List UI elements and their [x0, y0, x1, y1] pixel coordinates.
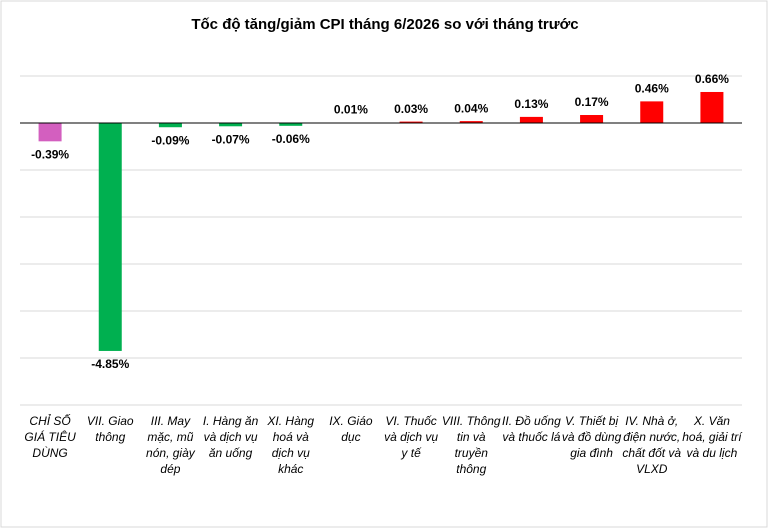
x-tick-label: VII. Giao thông [86, 414, 134, 444]
x-tick-label: V. Thiết bị và đồ dùng gia đình [561, 414, 622, 460]
data-label: 0.46% [635, 82, 669, 96]
bar [399, 121, 423, 123]
x-tick-label: CHỈ SỐ GIÁ TIÊU DÙNG [24, 414, 76, 460]
data-label: 0.03% [394, 102, 428, 116]
x-tick-label: I. Hàng ăn và dịch vụ ăn uống [202, 414, 259, 460]
bar [580, 115, 604, 123]
x-tick-label: VIII. Thông tin và truyền thông [441, 414, 501, 476]
data-label: -0.07% [212, 132, 250, 146]
bar [279, 123, 303, 126]
bar [700, 91, 724, 123]
bar [219, 123, 243, 127]
x-tick-label: III. May mặc, mũ nón, giày dép [146, 414, 195, 476]
data-label: 0.01% [334, 103, 368, 117]
data-label: 0.17% [575, 95, 609, 109]
data-label: -0.06% [272, 132, 310, 146]
data-label: -0.39% [31, 148, 69, 162]
bar [98, 123, 122, 351]
x-tick-label: II. Đồ uống và thuốc lá [502, 414, 561, 444]
bar [640, 101, 664, 123]
bar [459, 121, 483, 123]
x-tick-label: IV. Nhà ở, điện nước, chất đốt và VLXD [622, 414, 682, 476]
data-label: 0.04% [454, 101, 488, 115]
data-label: -0.09% [151, 133, 189, 147]
data-label: 0.13% [514, 97, 548, 111]
data-label: -4.85% [91, 357, 129, 371]
bar [158, 123, 182, 128]
chart-title: Tốc độ tăng/giảm CPI tháng 6/2026 so với… [191, 16, 578, 33]
x-tick-label: XI. Hàng hoá và dịch vụ khác [267, 414, 315, 476]
x-tick-label: IX. Giáo dục [329, 414, 373, 444]
bar [519, 116, 543, 123]
x-tick-label: X. Văn hoá, giải trí và du lịch [682, 414, 742, 460]
data-label: 0.66% [695, 72, 729, 86]
x-tick-label: VI. Thuốc và dịch vụ y tế [384, 414, 439, 460]
bar [38, 123, 62, 142]
